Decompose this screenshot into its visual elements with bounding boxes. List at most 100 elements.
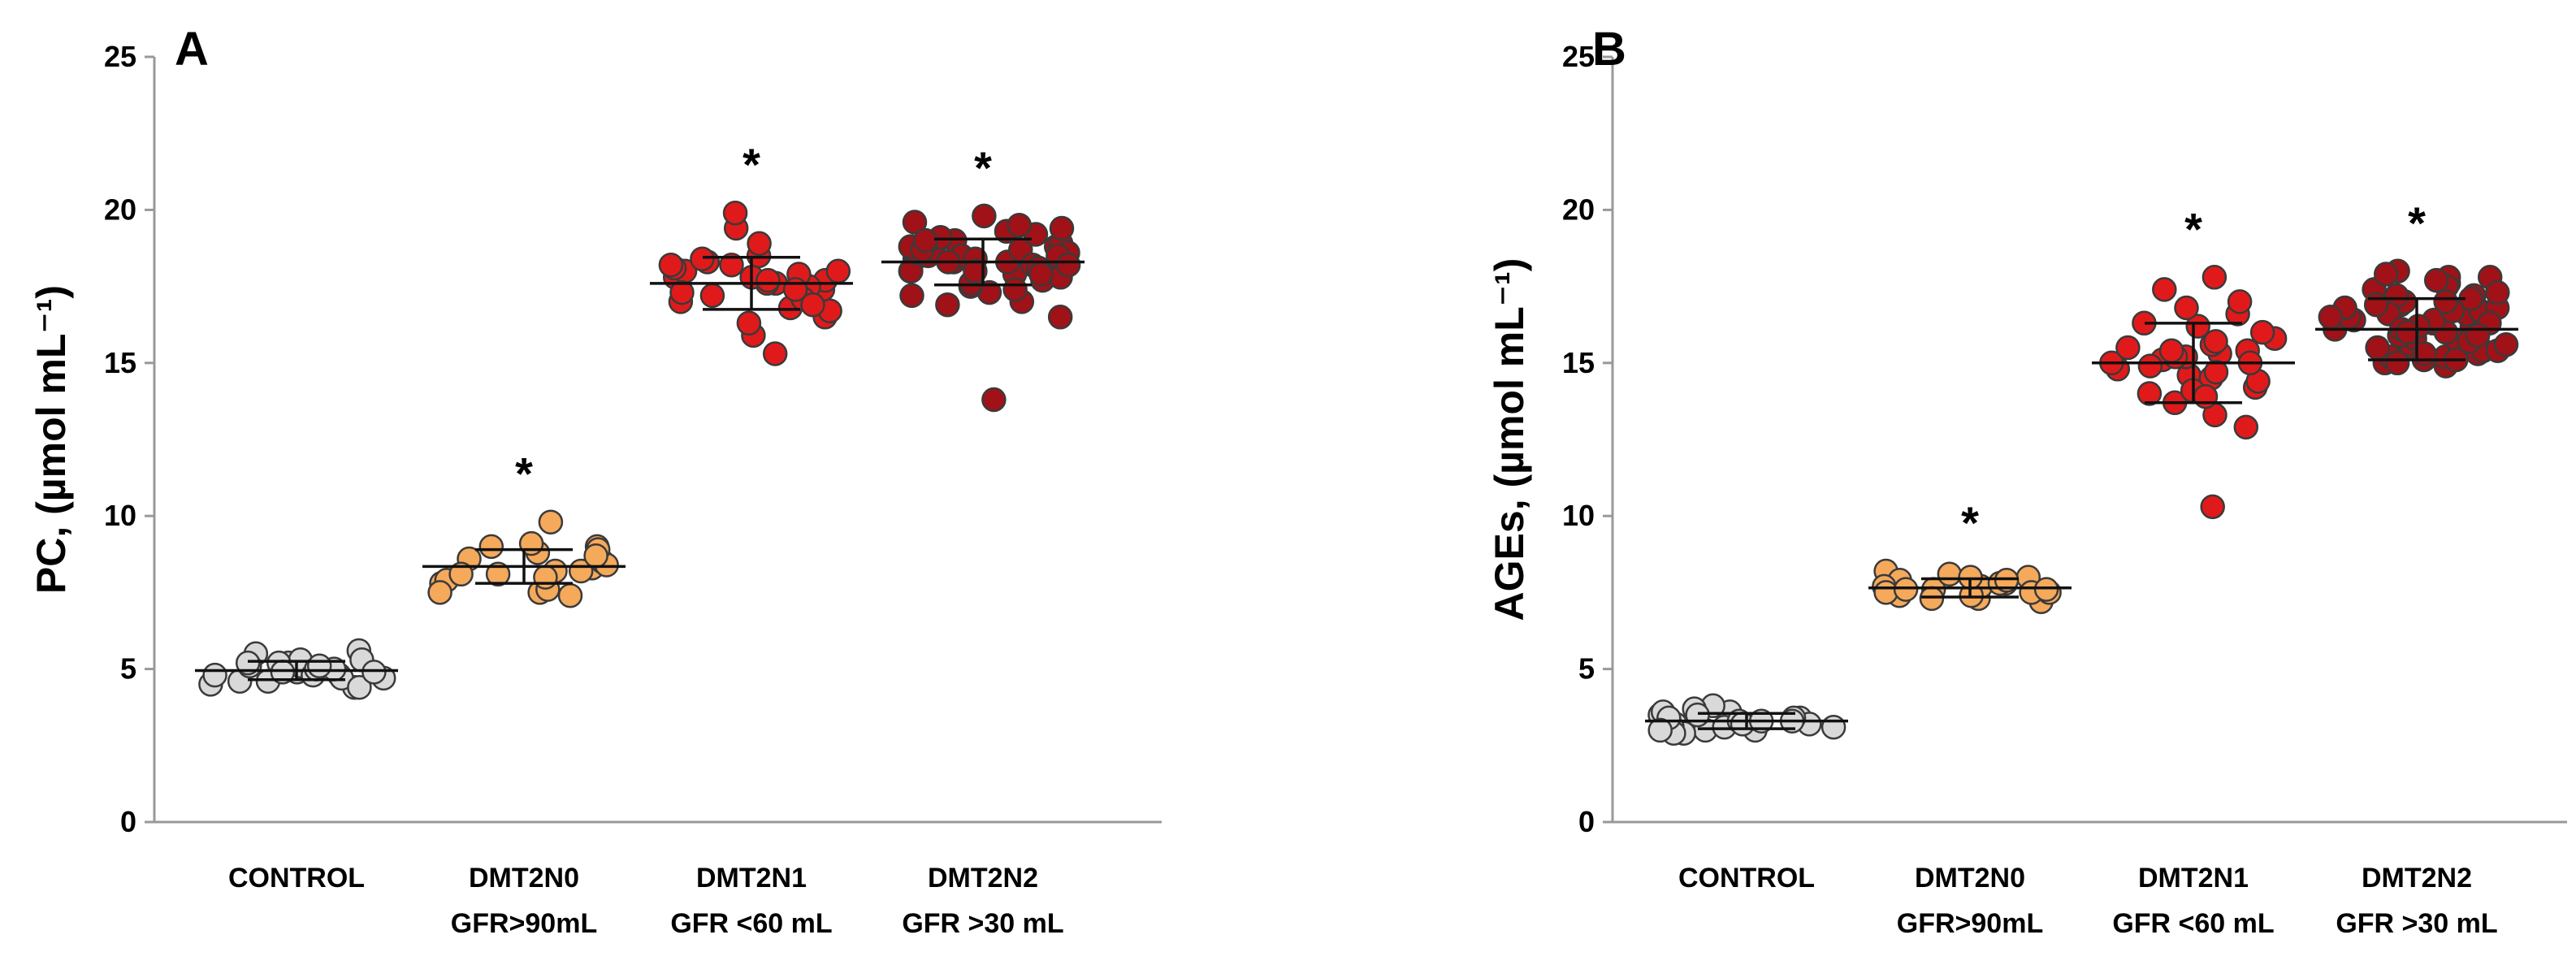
series-dmt2n0: * xyxy=(1868,497,2072,614)
data-point xyxy=(538,509,564,534)
data-point xyxy=(202,662,227,688)
data-point xyxy=(485,561,511,587)
data-point xyxy=(2203,329,2228,354)
data-point xyxy=(762,341,788,366)
panel-a: 0 5 10 15 20 25 PC, (µmol mL⁻¹) A CONTROL DMT2N0 G… xyxy=(28,23,1162,939)
data-point xyxy=(1685,702,1710,728)
series-dmt2n1: * xyxy=(2092,203,2295,520)
data-point xyxy=(1919,586,1945,612)
data-point xyxy=(2363,292,2389,318)
data-point xyxy=(825,258,851,284)
series-control xyxy=(1645,693,1848,746)
data-point xyxy=(583,543,608,569)
data-point xyxy=(2365,335,2390,361)
x-category-label: CONTROL xyxy=(1678,863,1815,894)
data-point xyxy=(755,267,781,293)
y-axis-title: AGEs, (µmol mL⁻¹) xyxy=(1487,258,1532,621)
significance-marker: * xyxy=(742,139,760,190)
y-tick-label: 10 xyxy=(104,499,136,532)
data-point xyxy=(935,292,960,318)
data-point xyxy=(747,231,772,257)
x-category-sublabel: GFR >30 mL xyxy=(2336,908,2497,939)
data-point xyxy=(1893,577,1919,602)
x-category-label: DMT2N1 xyxy=(696,863,807,894)
data-point xyxy=(2373,262,2399,287)
data-point xyxy=(963,258,988,284)
y-tick-label: 20 xyxy=(104,193,136,226)
data-point xyxy=(2200,494,2225,520)
x-category-sublabel: GFR >30 mL xyxy=(902,908,1063,939)
x-category-sublabel: GFR <60 mL xyxy=(670,908,832,939)
data-point xyxy=(2115,335,2141,361)
y-tick-label: 0 xyxy=(120,805,136,838)
series-dmt2n2: * xyxy=(881,142,1085,413)
y-tick-label: 5 xyxy=(1578,652,1595,686)
data-point xyxy=(2152,277,2177,302)
y-tick-label: 20 xyxy=(1562,193,1595,226)
data-point xyxy=(427,580,452,605)
y-tick-label: 10 xyxy=(1562,499,1595,532)
data-point xyxy=(722,200,748,226)
data-point xyxy=(2137,353,2163,379)
data-point xyxy=(2465,322,2491,348)
series-dmt2n1: * xyxy=(650,139,853,366)
y-tick-label: 15 xyxy=(1562,346,1595,379)
data-point xyxy=(690,246,715,271)
data-point xyxy=(1028,262,1054,287)
data-point xyxy=(448,561,474,587)
x-category-label: DMT2N2 xyxy=(928,863,1038,894)
data-point xyxy=(2158,338,2184,363)
panel-label: B xyxy=(1592,23,1626,76)
data-point xyxy=(1647,717,1673,743)
data-point xyxy=(1047,305,1073,330)
significance-marker: * xyxy=(2184,203,2202,254)
y-tick-label: 0 xyxy=(1578,805,1595,838)
series-dmt2n2: * xyxy=(2315,197,2519,379)
data-point xyxy=(2033,577,2059,602)
data-point xyxy=(899,283,924,309)
data-point xyxy=(1937,561,1963,587)
y-tick-label: 5 xyxy=(120,652,136,686)
data-point xyxy=(1007,212,1032,238)
data-point xyxy=(1002,277,1028,302)
data-point xyxy=(2227,289,2253,314)
data-point xyxy=(306,653,332,679)
data-point xyxy=(235,650,261,676)
y-tick-label: 15 xyxy=(104,346,136,379)
data-point xyxy=(2249,319,2275,345)
y-axis-title: PC, (µmol mL⁻¹) xyxy=(28,285,74,594)
data-point xyxy=(2485,279,2510,305)
y-tick-label: 25 xyxy=(104,40,136,73)
data-point xyxy=(478,534,504,560)
x-category-label: DMT2N0 xyxy=(469,863,579,894)
x-category-label: DMT2N1 xyxy=(2138,863,2249,894)
panel-label: A xyxy=(175,23,209,76)
data-point xyxy=(2203,359,2229,385)
x-category-sublabel: GFR>90mL xyxy=(1897,908,2043,939)
data-point xyxy=(2384,350,2410,376)
data-point xyxy=(669,279,695,305)
data-point xyxy=(1049,215,1075,241)
data-point xyxy=(902,210,928,235)
data-point xyxy=(1055,252,1081,278)
data-point xyxy=(800,292,825,318)
x-category-sublabel: GFR <60 mL xyxy=(2112,908,2274,939)
data-point xyxy=(719,252,744,278)
data-point xyxy=(2193,383,2219,409)
data-point xyxy=(2202,265,2227,290)
data-point xyxy=(782,277,808,302)
series-dmt2n0: * xyxy=(422,448,626,608)
data-point xyxy=(2318,305,2344,330)
x-category-label: CONTROL xyxy=(228,863,365,894)
data-point xyxy=(2493,331,2519,357)
data-point xyxy=(913,227,938,253)
data-point xyxy=(362,660,387,685)
data-point xyxy=(699,283,725,309)
data-point xyxy=(1994,568,2020,593)
data-point xyxy=(981,387,1007,413)
series-control xyxy=(195,638,398,700)
x-category-sublabel: GFR>90mL xyxy=(451,908,597,939)
significance-marker: * xyxy=(974,142,992,193)
data-point xyxy=(736,310,762,336)
significance-marker: * xyxy=(2408,197,2426,249)
